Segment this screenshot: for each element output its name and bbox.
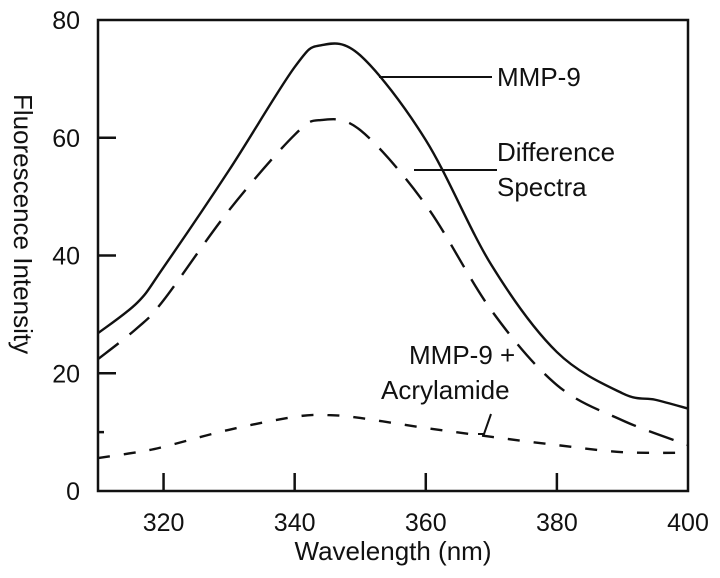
series-difference-spectra [97, 117, 689, 447]
y-tick-label: 20 [52, 360, 80, 388]
y-tick-label: 80 [52, 7, 80, 35]
y-tick-label: 40 [52, 243, 80, 271]
annotation-difference-line2: Spectra [497, 172, 587, 202]
annotation-acrylamide-line1: MMP-9 + [409, 340, 515, 370]
annotation-leaders [379, 76, 497, 435]
x-axis-title: Wavelength (nm) [295, 536, 492, 566]
annotation-acrylamide-line2: Acrylamide [381, 375, 510, 405]
x-tick-label: 400 [667, 509, 709, 537]
plot-frame [96, 18, 690, 493]
y-axis-title: Fluorescence Intensity [8, 94, 38, 354]
y-tick-label: 60 [52, 125, 80, 153]
x-tick-label: 320 [143, 509, 185, 537]
annotation-mmp9: MMP-9 [497, 62, 581, 92]
y-tick-label: 0 [66, 478, 80, 506]
leader-acrylamide [478, 413, 492, 435]
x-tick-label: 340 [274, 509, 316, 537]
x-tick-label: 380 [536, 509, 578, 537]
series-mmp9-acrylamide [97, 413, 689, 460]
series-mmp9 [97, 42, 689, 410]
axis-ticks [98, 136, 559, 491]
series-layer [97, 42, 689, 460]
annotation-difference-line1: Difference [497, 137, 615, 167]
x-tick-label: 360 [405, 509, 447, 537]
